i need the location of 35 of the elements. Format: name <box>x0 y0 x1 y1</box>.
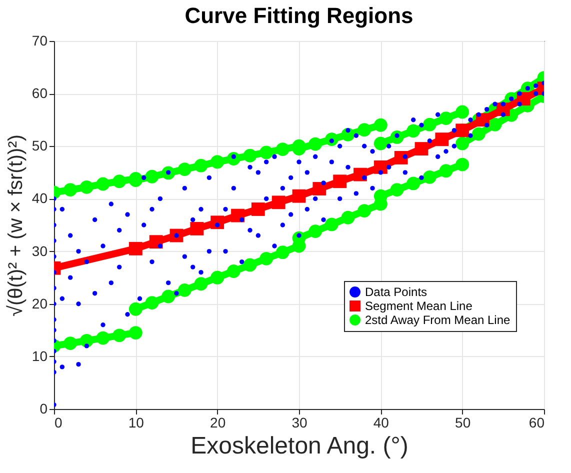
chart-title: Curve Fitting Regions <box>184 3 414 28</box>
point <box>292 189 306 203</box>
point <box>128 242 142 256</box>
point <box>312 182 326 196</box>
y-tick-label: 0 <box>40 400 48 416</box>
y-tick-label: 10 <box>32 348 48 364</box>
point <box>251 202 265 216</box>
point <box>394 151 408 164</box>
x-axis-title: Exoskeleton Ang. (°) <box>190 432 408 460</box>
point <box>210 216 224 230</box>
point <box>333 174 347 188</box>
point <box>149 235 163 249</box>
point <box>354 168 367 182</box>
legend-label: Segment Mean Line <box>365 299 473 313</box>
x-tick-label: 50 <box>455 414 471 430</box>
y-tick-label: 20 <box>32 295 48 312</box>
point <box>435 132 449 146</box>
x-tick-label: 20 <box>210 414 226 430</box>
y-tick-label: 70 <box>32 32 48 48</box>
point <box>374 160 388 174</box>
legend-label: Data Points <box>365 285 428 299</box>
x-tick-label: 10 <box>128 414 144 430</box>
point <box>414 142 428 156</box>
x-tick-label: 30 <box>292 414 308 430</box>
point <box>272 196 286 210</box>
legend-label: 2std Away From Mean Line <box>365 313 511 327</box>
x-tick-label: 0 <box>54 414 62 430</box>
y-tick-label: 50 <box>32 138 48 154</box>
y-tick-label: 40 <box>32 190 48 206</box>
x-tick-label: 40 <box>373 414 390 430</box>
y-tick-label: 30 <box>32 242 48 259</box>
y-tick-label: 60 <box>32 85 48 102</box>
x-tick-label: 60 <box>528 414 545 430</box>
y-axis-title: √(θ(t)² + (w × fsr(t))²) <box>4 134 27 317</box>
point <box>190 222 204 236</box>
